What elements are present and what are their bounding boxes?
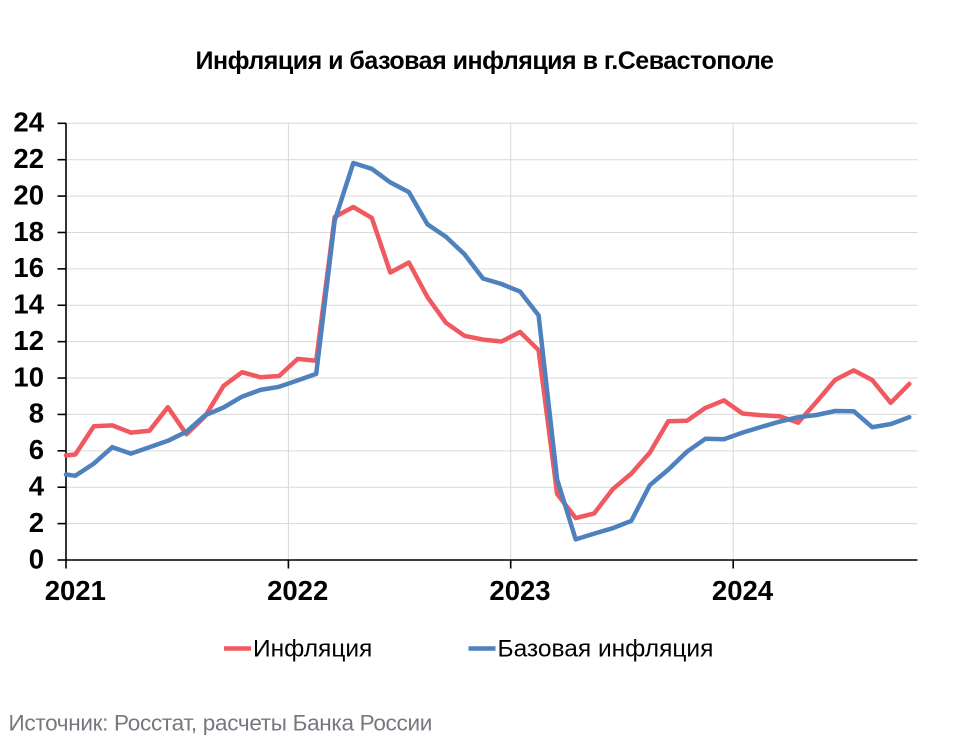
svg-text:8: 8 (29, 398, 44, 429)
svg-text:Инфляция: Инфляция (253, 636, 372, 663)
svg-text:Базовая инфляция: Базовая инфляция (498, 636, 714, 663)
svg-text:Источник: Росстат, расчеты Бан: Источник: Росстат, расчеты Банка России (9, 711, 433, 736)
svg-text:12: 12 (13, 325, 44, 356)
svg-text:16: 16 (13, 252, 44, 283)
svg-text:2024: 2024 (712, 575, 774, 606)
svg-text:6: 6 (29, 434, 44, 465)
svg-text:20: 20 (13, 179, 44, 210)
svg-text:2: 2 (29, 507, 44, 538)
svg-text:2022: 2022 (267, 575, 328, 606)
svg-text:2021: 2021 (45, 575, 106, 606)
svg-text:Инфляция и базовая инфляция в: Инфляция и базовая инфляция в г.Севастоп… (196, 47, 774, 75)
svg-text:10: 10 (13, 361, 44, 392)
svg-text:4: 4 (29, 471, 45, 502)
svg-text:14: 14 (13, 289, 44, 320)
svg-text:2023: 2023 (489, 575, 550, 606)
svg-text:22: 22 (13, 143, 44, 174)
svg-text:18: 18 (13, 216, 44, 247)
svg-text:24: 24 (13, 107, 44, 138)
svg-text:0: 0 (29, 543, 44, 574)
